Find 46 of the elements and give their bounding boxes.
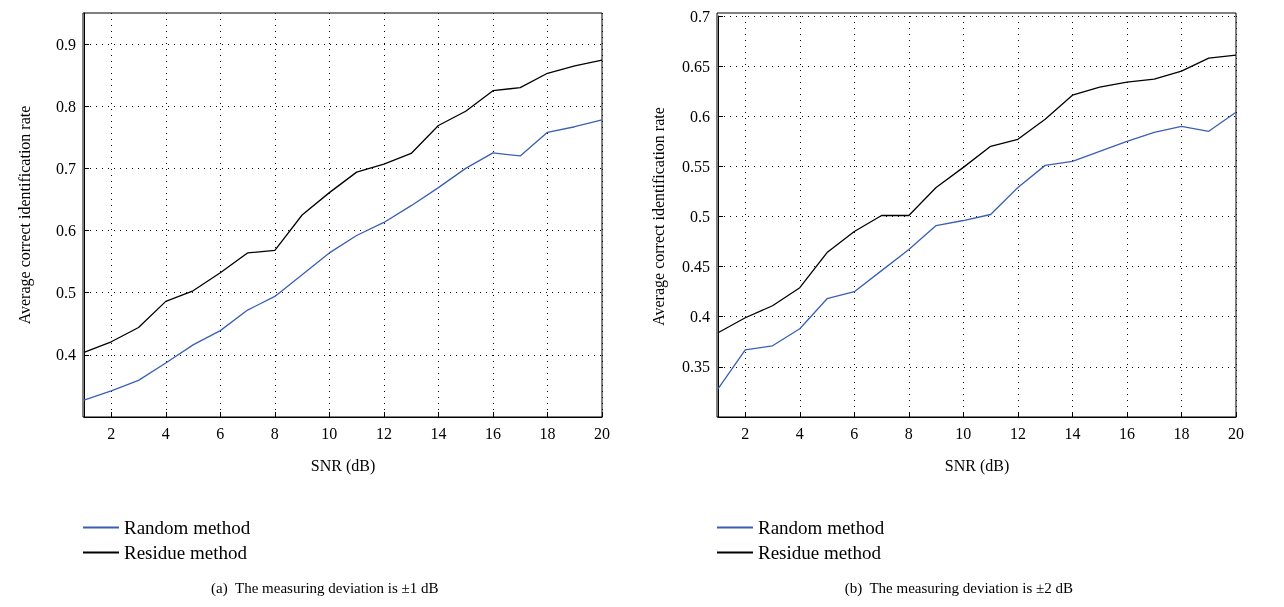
legend-label: Residue method: [758, 542, 882, 563]
x-axis-title: SNR (dB): [310, 456, 376, 475]
y-tick-label: 0.65: [682, 57, 710, 75]
text: (a) The measuring deviation is ±1 dB: [211, 579, 439, 597]
line-series: [83, 119, 603, 401]
x-tick-label: 12: [375, 424, 392, 442]
x-tick-label: 18: [539, 424, 556, 442]
x-axis-title: SNR (dB): [944, 456, 1010, 475]
x-tick-label: 6: [850, 424, 859, 442]
x-tick-label: 2: [107, 424, 116, 442]
x-tick-label: 20: [1228, 424, 1244, 442]
x-tick-label: 6: [216, 424, 225, 442]
x-tick-label: 14: [430, 424, 447, 442]
y-tick-label: 0.7: [690, 7, 710, 25]
y-tick-label: 0.7: [56, 159, 76, 177]
y-tick-label: 0.6: [690, 107, 710, 125]
x-tick-label: 20: [594, 424, 610, 442]
legend-label: Random method: [124, 517, 251, 538]
x-tick-label: 10: [955, 424, 972, 442]
legend-label: Random method: [758, 517, 885, 538]
x-tick-label: 8: [904, 424, 913, 442]
x-tick-label: 12: [1009, 424, 1026, 442]
x-tick-label: 4: [795, 424, 804, 442]
y-tick-label: 0.55: [682, 157, 710, 175]
x-tick-label: 2: [741, 424, 750, 442]
x-tick-label: 8: [270, 424, 279, 442]
x-tick-label: 18: [1173, 424, 1190, 442]
y-tick-label: 0.6: [56, 222, 76, 240]
line-series: [717, 111, 1237, 390]
y-tick-label: 0.9: [56, 35, 76, 53]
y-tick-label: 0.4: [690, 308, 710, 326]
y-tick-label: 0.45: [682, 258, 710, 276]
x-tick-label: 14: [1064, 424, 1081, 442]
y-tick-label: 0.4: [56, 346, 76, 364]
y-axis-title: Average correct identification rate: [649, 107, 668, 326]
legend-label: Residue method: [124, 542, 248, 563]
x-tick-label: 10: [321, 424, 338, 442]
y-tick-label: 0.5: [56, 284, 76, 302]
x-tick-label: 16: [484, 424, 501, 442]
x-tick-label: 4: [161, 424, 170, 442]
x-tick-label: 16: [1118, 424, 1135, 442]
y-tick-label: 0.8: [56, 97, 76, 115]
y-tick-label: 0.35: [682, 358, 710, 376]
y-axis-title: Average correct identification rate: [15, 105, 34, 325]
text: (b) The measuring deviation is ±2 dB: [844, 579, 1074, 597]
y-tick-label: 0.5: [690, 208, 710, 225]
